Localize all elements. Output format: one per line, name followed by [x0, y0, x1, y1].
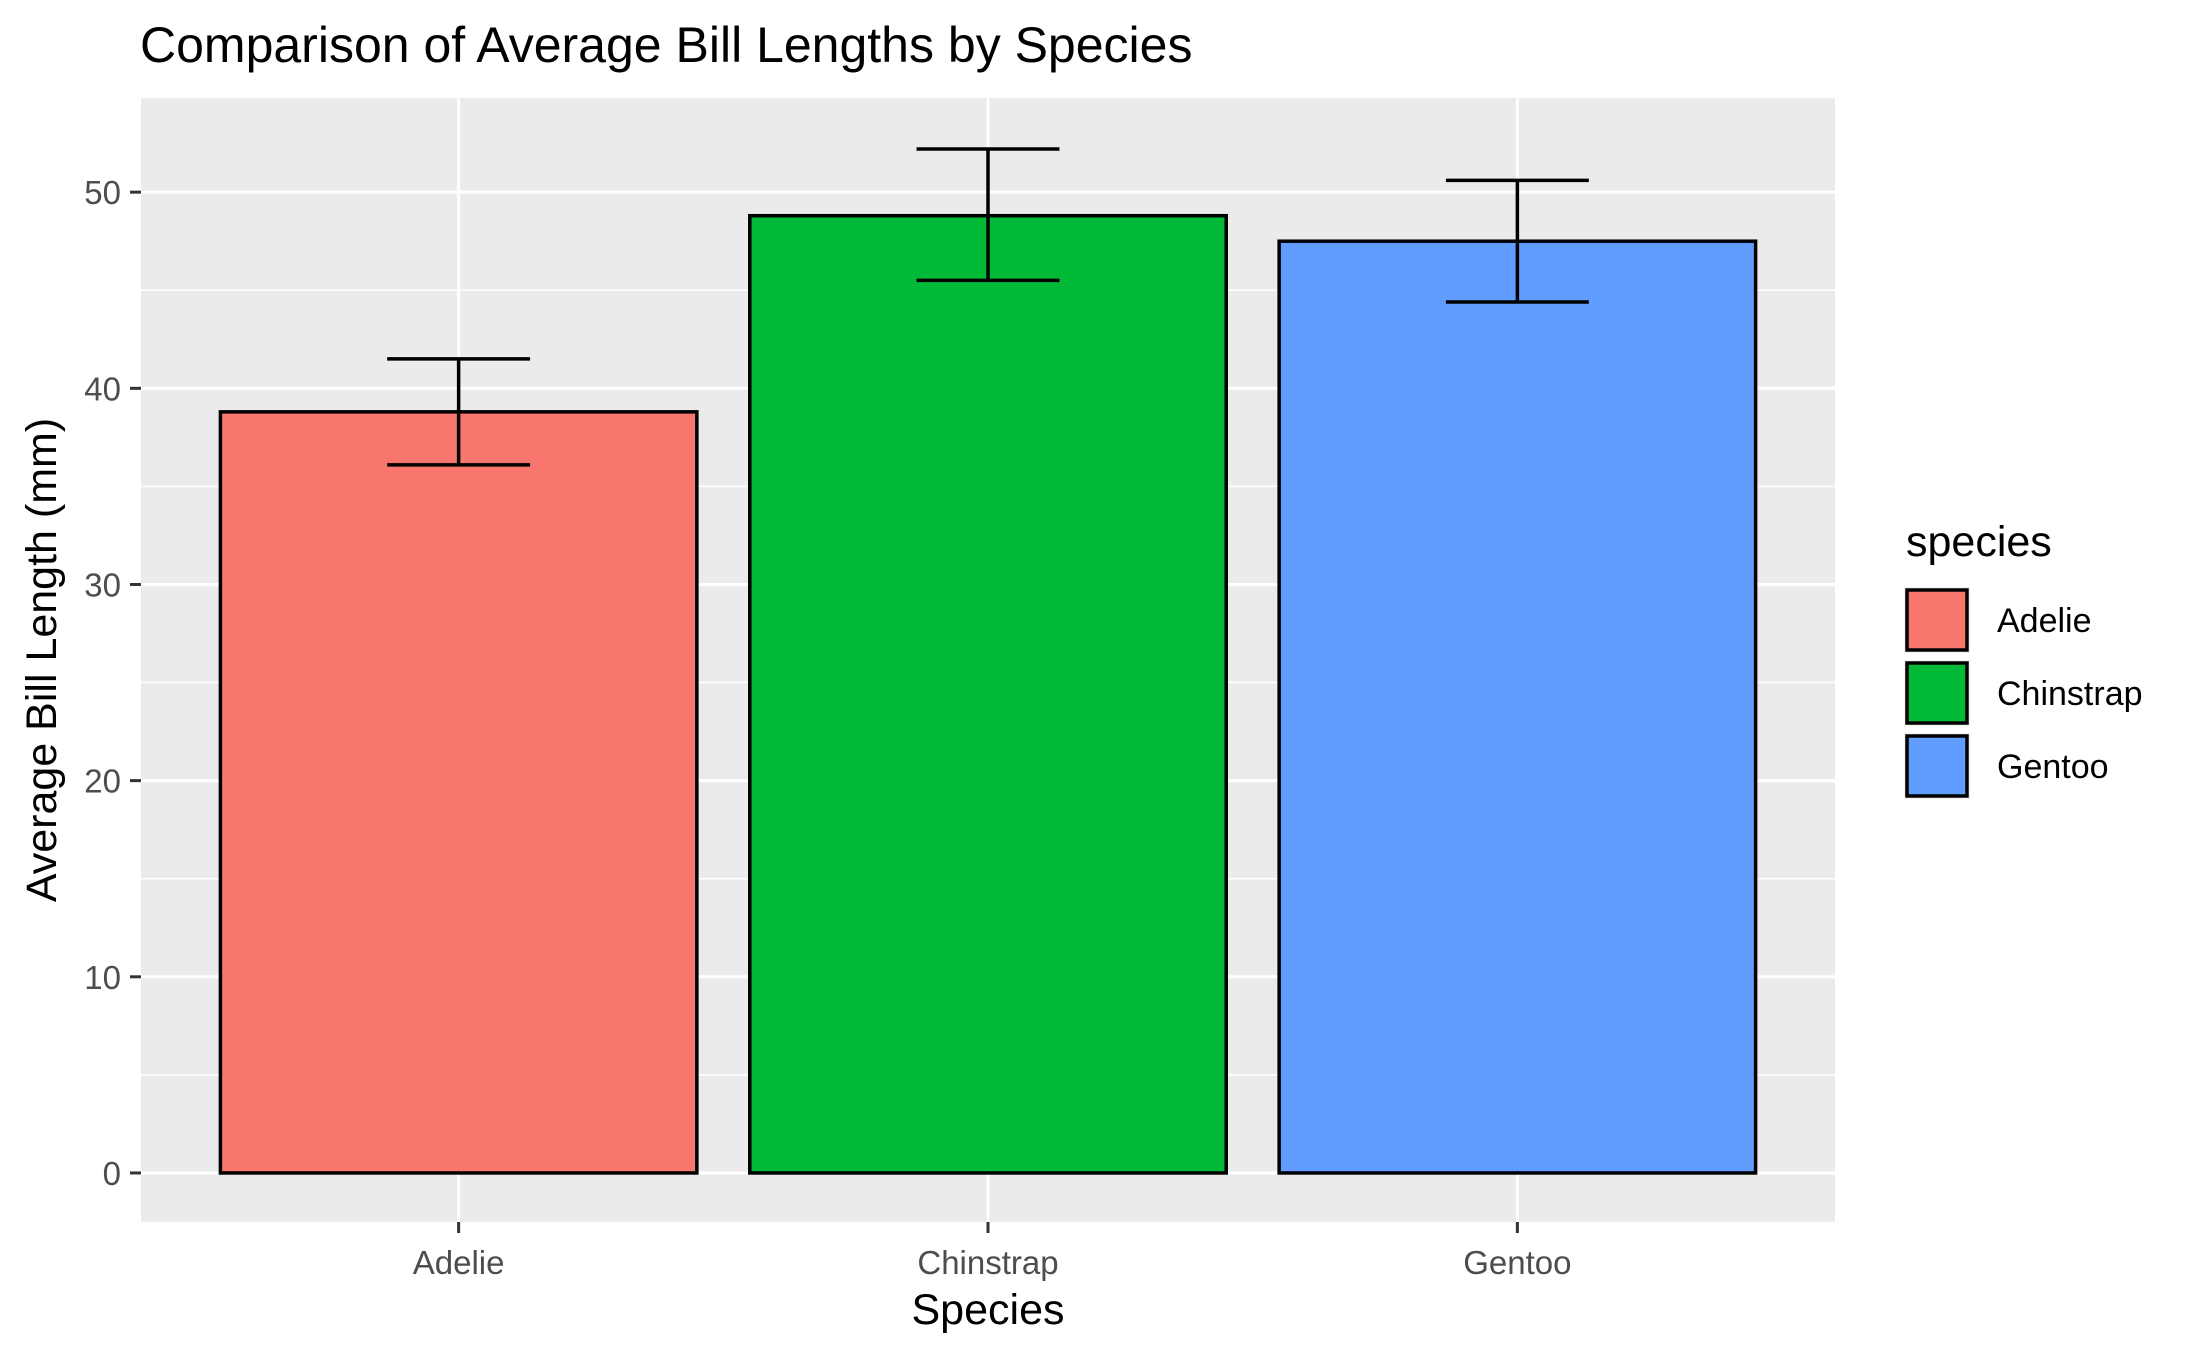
legend-swatch [1905, 588, 1969, 652]
x-tick-label: Chinstrap [917, 1244, 1058, 1281]
y-tick-label: 0 [103, 1155, 121, 1192]
bars [218, 213, 1758, 1175]
bar-adelie [218, 410, 699, 1175]
legend-items: Adelie Chinstrap Gentoo [1904, 587, 2143, 799]
legend-label: Adelie [1997, 602, 2092, 640]
x-tick-label: Gentoo [1463, 1244, 1571, 1281]
y-tick-label: 20 [84, 763, 121, 800]
bar-chinstrap [748, 213, 1228, 1175]
legend-title: species [1906, 518, 2052, 566]
error-bar-gentoo [1445, 178, 1589, 304]
error-bar-adelie [387, 357, 531, 467]
x-axis-title: Species [912, 1286, 1065, 1334]
y-tick-label: 40 [84, 370, 121, 407]
y-tick-label: 50 [84, 174, 121, 211]
x-axis: Adelie Chinstrap Gentoo [413, 1222, 1572, 1281]
legend: species Adelie Chinstrap Gentoo [1904, 518, 2143, 799]
legend-swatch [1905, 734, 1969, 798]
legend-item-chinstrap: Chinstrap [1904, 660, 2143, 726]
y-axis: 0 10 20 30 40 50 [84, 174, 141, 1192]
error-bar-chinstrap [916, 147, 1060, 283]
legend-label: Gentoo [1997, 748, 2109, 786]
legend-item-gentoo: Gentoo [1904, 733, 2109, 799]
x-tick-label: Adelie [413, 1244, 505, 1281]
legend-label: Chinstrap [1997, 675, 2143, 713]
bar-gentoo [1277, 239, 1758, 1175]
legend-swatch [1905, 661, 1969, 725]
chart-title: Comparison of Average Bill Lengths by Sp… [140, 17, 1192, 73]
y-tick-label: 10 [84, 959, 121, 996]
legend-item-adelie: Adelie [1904, 587, 2092, 653]
y-axis-title: Average Bill Length (mm) [18, 418, 66, 902]
y-tick-label: 30 [84, 566, 121, 603]
error-bars [387, 147, 1589, 467]
